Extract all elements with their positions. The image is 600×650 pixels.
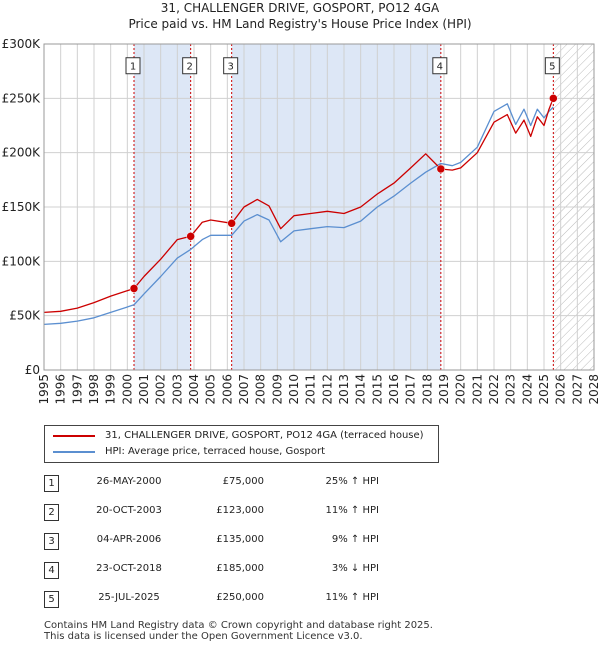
y-tick-label: £250K [2, 91, 42, 105]
x-tick-label: 2007 [237, 374, 251, 405]
y-tick-label: £150K [2, 200, 42, 214]
sale-date: 25-JUL-2025 [98, 592, 160, 603]
sale-price: £250,000 [216, 592, 264, 603]
footer-line-2: This data is licensed under the Open Gov… [44, 631, 363, 642]
x-tick-label: 2005 [204, 374, 218, 405]
x-tick-label: 2023 [504, 374, 518, 405]
sale-label-text: 4 [437, 62, 443, 73]
x-tick-label: 2009 [270, 374, 284, 405]
x-tick-label: 2024 [520, 374, 534, 405]
x-tick-label: 1998 [87, 374, 101, 405]
x-tick-label: 2015 [370, 374, 384, 405]
sale-hpi-diff: 25% ↑ HPI [325, 476, 379, 487]
x-tick-label: 2008 [254, 374, 268, 405]
sale-label-text: 3 [227, 62, 233, 73]
y-tick-label: £50K [9, 309, 41, 323]
sale-number-badge: 3 [44, 533, 59, 550]
x-tick-label: 2013 [337, 374, 351, 405]
legend-label-hpi: HPI: Average price, terraced house, Gosp… [105, 446, 326, 457]
x-tick-label: 2011 [304, 374, 318, 405]
sale-point [227, 219, 236, 228]
x-tick-label: 2002 [154, 374, 168, 405]
footer-line-1: Contains HM Land Registry data © Crown c… [44, 620, 433, 631]
sale-label-box [125, 57, 141, 75]
x-tick-label: 2017 [404, 374, 418, 405]
x-tick-label: 2022 [487, 374, 501, 405]
sale-label-text: 2 [186, 62, 192, 73]
sale-point [129, 284, 139, 293]
legend-item-hpi: HPI: Average price, terraced house, Gosp… [45, 444, 438, 460]
x-tick-label: 2003 [170, 374, 184, 405]
x-tick-label: 2026 [554, 374, 568, 405]
x-tick-label: 2000 [120, 374, 134, 405]
y-tick-label: £200K [2, 146, 42, 160]
legend-label-property: 31, CHALLENGER DRIVE, GOSPORT, PO12 4GA … [105, 430, 424, 441]
x-tick-label: 2021 [470, 374, 484, 405]
y-tick-label: £300K [2, 37, 42, 51]
plot-frame [43, 43, 595, 371]
sale-hpi-diff: 11% ↑ HPI [325, 505, 379, 516]
x-tick-label: 2020 [454, 374, 468, 405]
x-tick-label: 2014 [354, 374, 368, 405]
sale-date: 20-OCT-2003 [96, 505, 162, 516]
sale-date: 04-APR-2006 [96, 534, 162, 545]
sale-label-text: 5 [549, 62, 555, 73]
sale-point [186, 232, 195, 241]
title-line-2: Price paid vs. HM Land Registry's House … [128, 17, 472, 31]
legend: 31, CHALLENGER DRIVE, GOSPORT, PO12 4GA … [44, 425, 439, 463]
property-price-line [43, 98, 554, 314]
legend-swatch-hpi [53, 451, 95, 453]
sale-hpi-diff: 9% ↑ HPI [331, 534, 379, 545]
sale-hpi-diff: 11% ↑ HPI [325, 592, 379, 603]
legend-swatch-property [53, 435, 95, 437]
sale-label-box [223, 57, 239, 75]
x-tick-label: 2016 [387, 374, 401, 405]
sale-row: 5 25-JUL-2025 £250,000 11% ↑ HPI [44, 586, 464, 615]
title-line-1: 31, CHALLENGER DRIVE, GOSPORT, PO12 4GA [160, 1, 440, 15]
sale-row: 3 04-APR-2006 £135,000 9% ↑ HPI [44, 528, 464, 557]
x-tick-label: 2004 [187, 374, 201, 405]
sale-row: 1 26-MAY-2000 £75,000 25% ↑ HPI [44, 470, 464, 499]
sale-date: 26-MAY-2000 [96, 476, 162, 487]
x-tick-label: 2006 [220, 374, 234, 405]
x-tick-label: 2001 [137, 374, 151, 405]
y-tick-label: £100K [2, 254, 42, 268]
x-tick-label: 1995 [37, 374, 51, 405]
x-tick-label: 2019 [437, 374, 451, 405]
sale-date: 23-OCT-2018 [96, 563, 162, 574]
x-tick-label: 2025 [537, 374, 551, 405]
sale-row: 2 20-OCT-2003 £123,000 11% ↑ HPI [44, 499, 464, 528]
x-tick-label: 1996 [54, 374, 68, 405]
sale-price: £123,000 [216, 505, 264, 516]
footer-attribution: Contains HM Land Registry data © Crown c… [44, 620, 433, 642]
sale-row: 4 23-OCT-2018 £185,000 3% ↓ HPI [44, 557, 464, 586]
sale-price: £185,000 [216, 563, 264, 574]
sale-point [549, 94, 558, 103]
sale-price: £75,000 [222, 476, 264, 487]
x-tick-label: 2028 [587, 374, 600, 405]
legend-item-property: 31, CHALLENGER DRIVE, GOSPORT, PO12 4GA … [45, 428, 438, 444]
y-tick-label: £0 [25, 363, 40, 377]
x-tick-label: 2010 [287, 374, 301, 405]
sale-label-box [432, 57, 448, 75]
sale-number-badge: 1 [44, 475, 59, 492]
hpi-line [43, 103, 554, 326]
sale-number-badge: 5 [44, 591, 59, 608]
sale-label-box [182, 57, 198, 75]
x-tick-label: 2012 [320, 374, 334, 405]
x-tick-label: 1997 [70, 374, 84, 405]
sale-label-text: 1 [130, 62, 136, 73]
price-chart: 1 2 3 4 5 £0 £50K £100K £150K £200K £250K £300K 199… [2, 37, 600, 405]
sale-hpi-diff: 3% ↓ HPI [331, 563, 379, 574]
sale-number-badge: 4 [44, 562, 59, 579]
x-tick-label: 2027 [570, 374, 584, 405]
x-tick-label: 2018 [420, 374, 434, 405]
x-tick-label: 1999 [104, 374, 118, 405]
sale-number-badge: 2 [44, 504, 59, 521]
chart-title: 31, CHALLENGER DRIVE, GOSPORT, PO12 4GA … [0, 0, 600, 32]
sale-price: £135,000 [216, 534, 264, 545]
sales-table: 1 26-MAY-2000 £75,000 25% ↑ HPI 2 20-OCT… [44, 470, 464, 615]
sale-point [436, 164, 446, 174]
sale-label-box [544, 57, 560, 75]
